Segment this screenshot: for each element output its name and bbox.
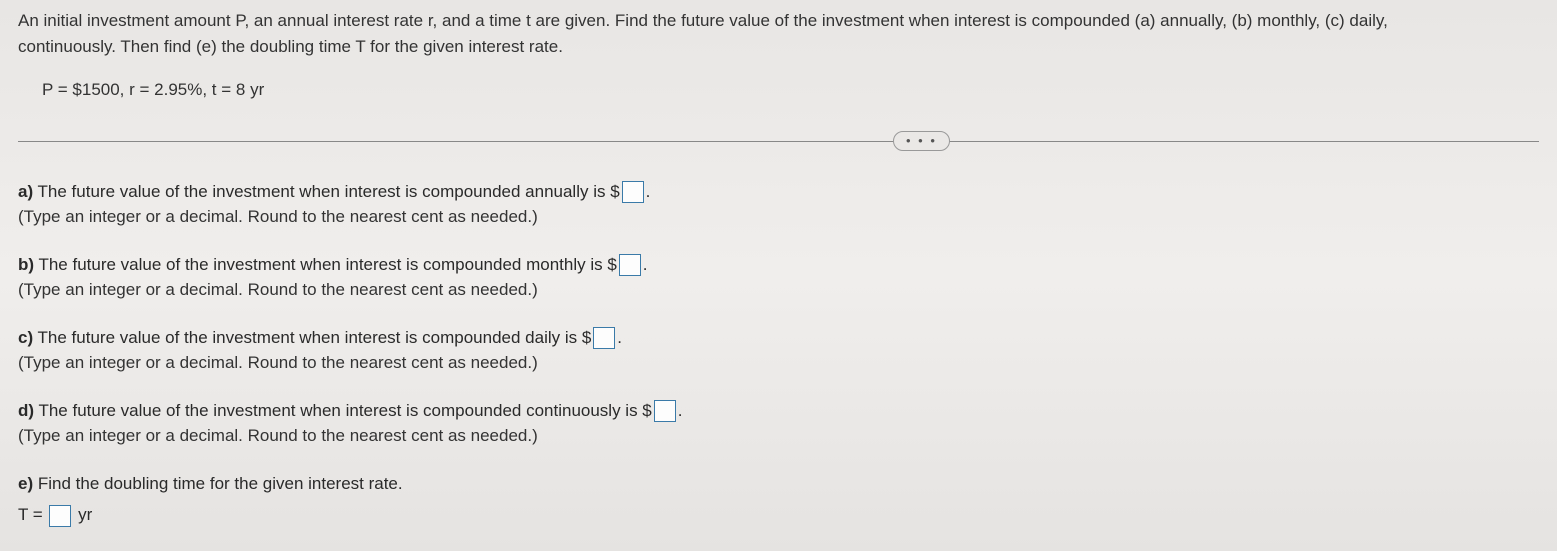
eq-before: T =: [18, 505, 47, 524]
divider-row: • • •: [18, 131, 1539, 151]
answer-input-c[interactable]: [593, 327, 615, 349]
hint-b: (Type an integer or a decimal. Round to …: [18, 277, 1539, 303]
eq-after: yr: [73, 505, 92, 524]
given-values: P = $1500, r = 2.95%, t = 8 yr: [42, 77, 1539, 103]
text-b-before: The future value of the investment when …: [34, 255, 617, 274]
label-b: b): [18, 255, 34, 274]
text-d-before: The future value of the investment when …: [34, 401, 652, 420]
question-e: e) Find the doubling time for the given …: [18, 471, 1539, 528]
question-a: a) The future value of the investment wh…: [18, 179, 1539, 230]
label-d: d): [18, 401, 34, 420]
text-d-after: .: [678, 401, 683, 420]
text-a-before: The future value of the investment when …: [33, 182, 620, 201]
answer-input-b[interactable]: [619, 254, 641, 276]
answer-input-e[interactable]: [49, 505, 71, 527]
text-b-after: .: [643, 255, 648, 274]
label-a: a): [18, 182, 33, 201]
problem-line-2: continuously. Then find (e) the doubling…: [18, 34, 1539, 60]
question-d: d) The future value of the investment wh…: [18, 398, 1539, 449]
question-b: b) The future value of the investment wh…: [18, 252, 1539, 303]
text-a-after: .: [646, 182, 651, 201]
problem-line-1: An initial investment amount P, an annua…: [18, 8, 1539, 34]
ellipsis-button[interactable]: • • •: [893, 131, 950, 151]
label-c: c): [18, 328, 33, 347]
hint-a: (Type an integer or a decimal. Round to …: [18, 204, 1539, 230]
hint-d: (Type an integer or a decimal. Round to …: [18, 423, 1539, 449]
question-c: c) The future value of the investment wh…: [18, 325, 1539, 376]
text-c-before: The future value of the investment when …: [33, 328, 591, 347]
answer-input-a[interactable]: [622, 181, 644, 203]
label-e: e): [18, 474, 33, 493]
text-c-after: .: [617, 328, 622, 347]
text-e: Find the doubling time for the given int…: [33, 474, 402, 493]
answer-input-d[interactable]: [654, 400, 676, 422]
divider-line: [18, 141, 1539, 142]
hint-c: (Type an integer or a decimal. Round to …: [18, 350, 1539, 376]
problem-statement: An initial investment amount P, an annua…: [18, 8, 1539, 59]
